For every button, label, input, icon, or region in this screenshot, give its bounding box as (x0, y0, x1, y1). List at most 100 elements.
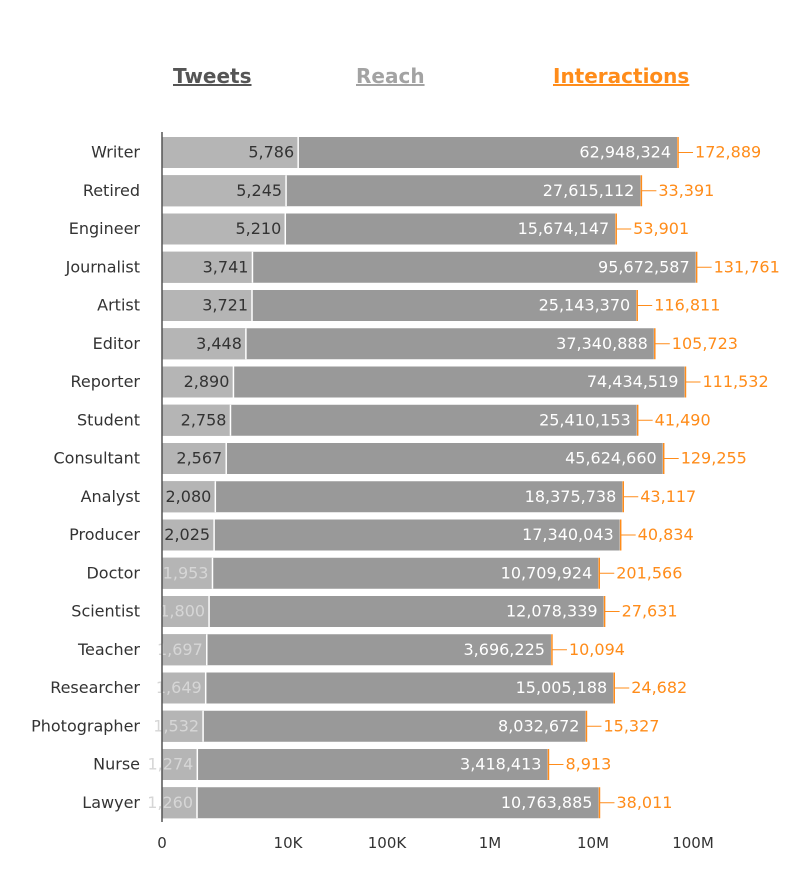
tweets-bar (162, 443, 227, 474)
tweets-bar (162, 404, 231, 436)
reach-value-label: 10,709,924 (501, 563, 593, 582)
tweets-bar (162, 596, 210, 627)
x-tick-label: 0 (157, 834, 167, 852)
tweets-value-label: 1,800 (159, 602, 205, 621)
interactions-value-label: 8,913 (565, 755, 611, 774)
category-label: Teacher (77, 640, 140, 659)
tweets-bar (162, 749, 198, 780)
tweets-value-label: 5,786 (248, 143, 294, 162)
category-label: Editor (93, 334, 141, 353)
tweets-bar (162, 557, 213, 589)
tweets-bar (162, 672, 206, 704)
tweets-value-label: 1,697 (157, 640, 203, 659)
tweets-value-label: 1,274 (148, 755, 194, 774)
reach-bar (162, 672, 614, 704)
tweets-value-label: 1,649 (156, 678, 202, 697)
category-label: Doctor (86, 563, 140, 582)
tweets-value-label: 3,448 (196, 334, 242, 353)
interactions-value-label: 105,723 (672, 334, 738, 353)
tweets-bar (162, 787, 197, 819)
tweets-value-label: 3,721 (202, 296, 248, 315)
category-label: Reporter (71, 372, 141, 391)
tweets-value-label: 1,953 (163, 563, 209, 582)
category-label: Photographer (31, 716, 140, 735)
interactions-value-label: 40,834 (638, 525, 694, 544)
tweets-value-label: 2,080 (166, 487, 212, 506)
tweets-value-label: 3,741 (203, 257, 249, 276)
category-label: Analyst (81, 487, 140, 506)
tab-reach[interactable]: Reach (356, 64, 425, 88)
interactions-value-label: 131,761 (714, 257, 780, 276)
reach-bar (162, 787, 599, 819)
tweets-value-label: 5,210 (235, 219, 281, 238)
reach-value-label: 37,340,888 (556, 334, 648, 353)
reach-bar (162, 481, 623, 513)
reach-value-label: 3,418,413 (460, 755, 541, 774)
reach-value-label: 17,340,043 (522, 525, 614, 544)
category-label: Retired (83, 181, 140, 200)
category-label: Student (77, 410, 140, 429)
x-tick-label: 10K (274, 834, 304, 852)
interactions-value-label: 129,255 (681, 449, 747, 468)
tweets-value-label: 2,758 (181, 410, 227, 429)
reach-bar (162, 366, 685, 398)
tweets-bar (162, 328, 246, 360)
category-label: Artist (97, 296, 140, 315)
reach-value-label: 15,674,147 (518, 219, 610, 238)
tweets-bar (162, 519, 215, 551)
category-label: Consultant (53, 449, 140, 468)
tab-tweets[interactable]: Tweets (173, 64, 252, 88)
tweets-bar (162, 634, 207, 666)
category-label: Engineer (69, 219, 141, 238)
interactions-value-label: 24,682 (631, 678, 687, 697)
tweets-value-label: 5,245 (236, 181, 282, 200)
interactions-value-label: 38,011 (616, 793, 672, 812)
tweets-bar (162, 251, 253, 283)
interactions-value-label: 41,490 (655, 410, 711, 429)
tweets-bar (162, 175, 287, 207)
interactions-value-label: 172,889 (695, 143, 761, 162)
interactions-value-label: 116,811 (654, 296, 720, 315)
category-label: Producer (69, 525, 140, 544)
reach-bar (162, 557, 599, 589)
category-label: Nurse (93, 755, 140, 774)
reach-value-label: 74,434,519 (587, 372, 679, 391)
interactions-value-label: 43,117 (640, 487, 696, 506)
x-tick-label: 100M (672, 834, 714, 852)
tweets-bar (162, 213, 286, 245)
interactions-value-label: 27,631 (622, 602, 678, 621)
interactions-value-label: 201,566 (616, 563, 682, 582)
reach-value-label: 45,624,660 (565, 449, 657, 468)
category-label: Researcher (50, 678, 140, 697)
interactions-value-label: 53,901 (633, 219, 689, 238)
tab-interactions[interactable]: Interactions (553, 64, 690, 88)
reach-value-label: 95,672,587 (598, 257, 690, 276)
interactions-value-label: 10,094 (569, 640, 625, 659)
reach-value-label: 18,375,738 (525, 487, 617, 506)
tweets-value-label: 2,890 (184, 372, 230, 391)
reach-value-label: 62,948,324 (579, 143, 671, 162)
interactions-value-label: 111,532 (702, 372, 768, 391)
category-label: Lawyer (82, 793, 140, 812)
tweets-value-label: 2,025 (164, 525, 210, 544)
tweets-bar (162, 481, 216, 513)
interactions-value-label: 15,327 (603, 716, 659, 735)
category-label: Journalist (65, 257, 140, 276)
reach-bar (162, 749, 548, 780)
reach-value-label: 8,032,672 (498, 716, 579, 735)
category-label: Writer (91, 143, 140, 162)
interactions-value-label: 33,391 (658, 181, 714, 200)
reach-value-label: 27,615,112 (543, 181, 635, 200)
reach-bar (162, 710, 586, 742)
category-label: Scientist (71, 602, 140, 621)
tweets-bar (162, 366, 234, 398)
reach-value-label: 15,005,188 (516, 678, 608, 697)
reach-bar (162, 404, 637, 436)
reach-value-label: 3,696,225 (464, 640, 545, 659)
reach-bar (162, 634, 551, 666)
tweets-bar (162, 137, 299, 168)
x-tick-label: 100K (368, 834, 408, 852)
tweets-value-label: 1,260 (147, 793, 193, 812)
reach-value-label: 12,078,339 (506, 602, 598, 621)
